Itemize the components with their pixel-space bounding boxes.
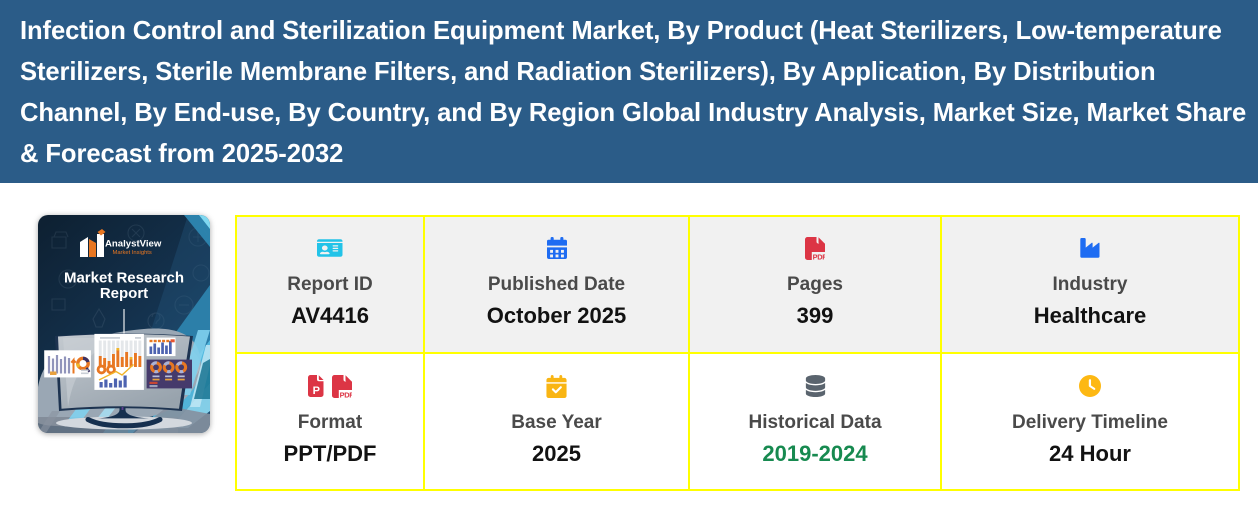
svg-text:Market Insights: Market Insights xyxy=(113,250,152,256)
svg-text:PDF: PDF xyxy=(813,252,825,260)
svg-text:Report: Report xyxy=(100,285,148,302)
svg-text:AnalystView: AnalystView xyxy=(105,239,162,250)
svg-text:PDF: PDF xyxy=(339,390,351,398)
svg-text:Market Research: Market Research xyxy=(64,270,184,287)
svg-text:P: P xyxy=(313,385,320,397)
